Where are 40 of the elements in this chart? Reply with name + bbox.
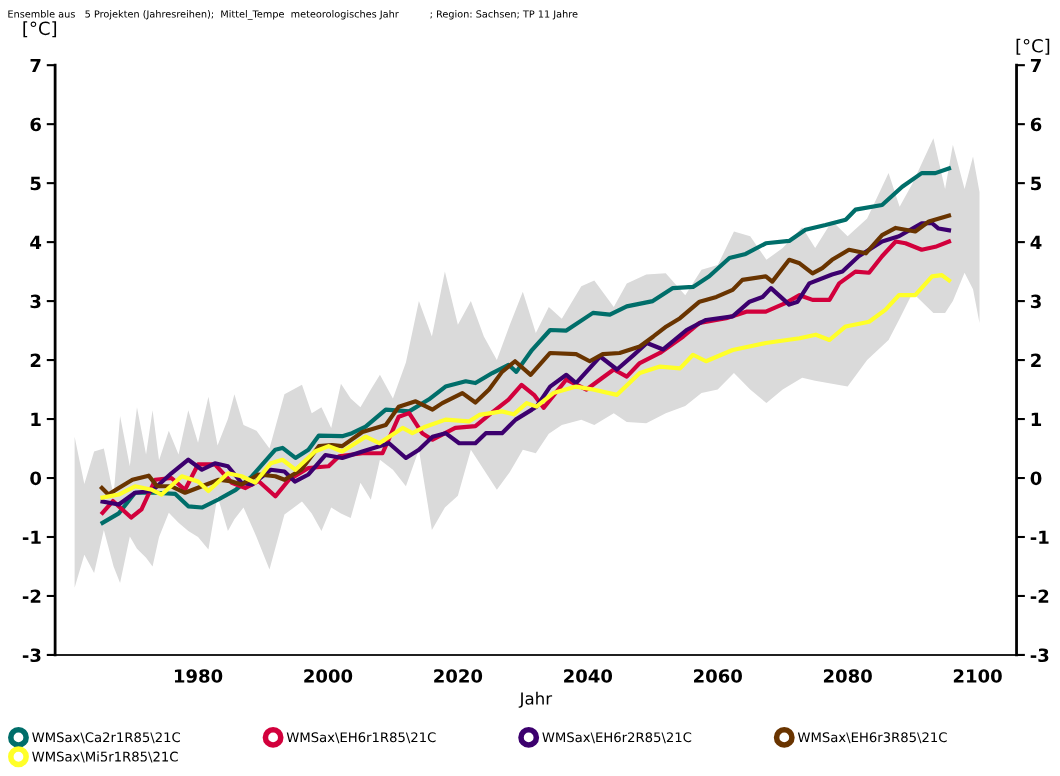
x-tick-label: 2040 [564, 669, 613, 683]
y2-tick-label: 4 [1030, 235, 1042, 249]
line-series [100, 166, 952, 525]
y-tick-label: -1 [22, 530, 41, 544]
x-tick-label: 2100 [953, 669, 1002, 683]
y2-tick-label: 0 [1030, 471, 1042, 486]
y-tick-label: 1 [31, 412, 41, 426]
legend-label: WMSax\Mi5r1R85\21C [32, 751, 178, 763]
y2-tick-label: -1 [1030, 530, 1049, 544]
y2-tick-label: 6 [1030, 117, 1042, 132]
y2-tick-label: -3 [1030, 648, 1049, 663]
x-axis-title: Jahr [518, 691, 553, 708]
y2-tick-label: 3 [1030, 294, 1041, 309]
y-tick-label: 0 [30, 471, 42, 486]
legend-label: WMSax\EH6r1R85\21C [286, 732, 436, 744]
line-series [100, 273, 952, 500]
legend-label: WMSax\EH6r2R85\21C [542, 732, 692, 744]
y2-tick-label: -2 [1030, 589, 1049, 603]
x-tick-label: 2080 [823, 669, 872, 683]
y-tick-label: 2 [30, 353, 41, 367]
y2-axis-title: [°C] [1016, 38, 1050, 55]
y-tick-label: 5 [30, 176, 41, 191]
x-tick-label: 2020 [434, 669, 483, 683]
y-tick-label: 7 [30, 58, 41, 73]
chart-title: Ensemble aus 5 Projekten (Jahresreihen); Mittel_Tempe meteorologisches Jahr ; Region: Sachsen; TP 11 Jahre [8, 10, 578, 20]
y-tick-label: 6 [30, 117, 41, 132]
legend-label: WMSax\Ca2r1R85\21C [32, 732, 181, 744]
y-tick-label: -3 [22, 648, 41, 663]
y-tick-label: 3 [30, 294, 41, 309]
x-tick-label: 1980 [174, 669, 223, 683]
y2-tick-label: 1 [1031, 412, 1042, 426]
y2-tick-label: 2 [1031, 353, 1041, 367]
y2-tick-label: 5 [1031, 176, 1042, 191]
x-tick-label: 2060 [694, 669, 742, 683]
x-tick-label: 2000 [304, 669, 353, 683]
y-tick-label: 4 [30, 235, 42, 249]
y-tick-label: -2 [22, 589, 41, 603]
y2-tick-label: 7 [1030, 58, 1041, 73]
legend-label: WMSax\EH6r3R85\21C [797, 732, 947, 744]
y-axis-title: [°C] [23, 21, 57, 38]
